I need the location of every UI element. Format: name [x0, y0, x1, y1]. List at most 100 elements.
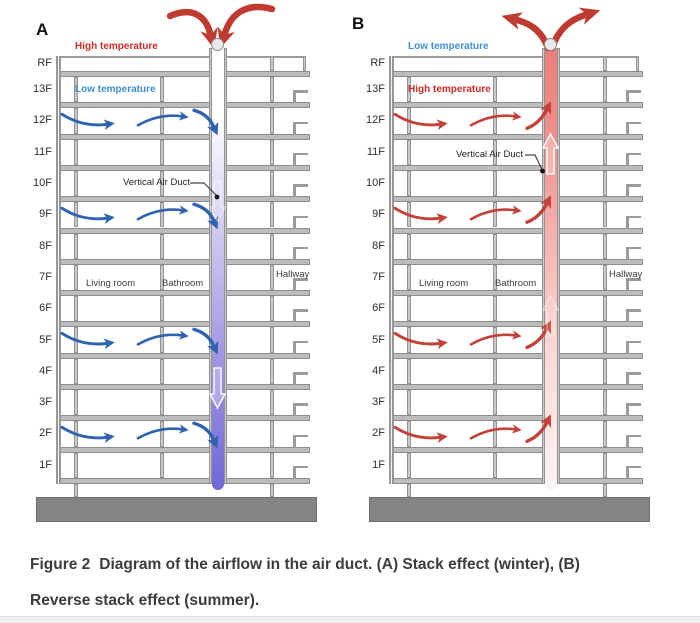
- ground-column: [74, 483, 78, 497]
- column: [270, 390, 274, 416]
- column: [160, 390, 164, 416]
- figure-number: Figure 2: [30, 556, 91, 573]
- caption-line-1: Figure 2 Diagram of the airflow in the ai…: [30, 556, 580, 574]
- floor-label-2f: 2F: [39, 427, 52, 440]
- hallway-railing: [626, 340, 629, 354]
- column: [74, 170, 78, 197]
- hallway-railing-cap: [626, 434, 641, 438]
- vertical-air-duct-label: Vertical Air Duct: [122, 177, 190, 188]
- hallway-railing: [626, 465, 629, 479]
- outdoor-temp-label: High temperature: [75, 41, 158, 52]
- floor-label-6f: 6F: [372, 302, 385, 315]
- column: [160, 77, 164, 103]
- floor-airflow-arrow-bath-5f: [469, 330, 522, 346]
- floor-label-6f: 6F: [39, 302, 52, 315]
- floor-label-5f: 5F: [372, 333, 385, 346]
- floor-label-1f: 1F: [372, 458, 385, 471]
- column: [493, 108, 497, 134]
- hallway-railing: [293, 465, 296, 479]
- column: [74, 452, 78, 478]
- hallway-railing: [626, 372, 629, 385]
- column: [270, 421, 274, 447]
- hallway-railing: [293, 184, 296, 198]
- roof-airflow-arrow-right: [217, 3, 276, 49]
- floor-label-8f: 8F: [39, 239, 52, 252]
- roof-line: [389, 56, 542, 58]
- column: [493, 170, 497, 197]
- hallway-railing-cap: [293, 278, 308, 281]
- caption-text: Diagram of the airflow in the air duct. …: [99, 556, 580, 573]
- living-room-label: Living room: [419, 278, 469, 289]
- hallway-railing: [626, 184, 629, 198]
- vertical-air-duct-label: Vertical Air Duct: [455, 149, 523, 160]
- column: [603, 233, 607, 259]
- hallway-railing-cap: [293, 465, 308, 469]
- column: [493, 358, 497, 384]
- hallway-railing: [626, 278, 629, 292]
- floor-airflow-arrow-living-5f: [393, 331, 448, 350]
- column: [270, 170, 274, 197]
- panel-label: B: [352, 14, 365, 33]
- hallway-railing: [626, 434, 629, 448]
- column: [603, 390, 607, 416]
- column: [493, 77, 497, 103]
- bathroom-label: Bathroom: [162, 278, 204, 289]
- floor-label-10f: 10F: [33, 177, 52, 190]
- hallway-railing-cap: [626, 121, 641, 125]
- column: [493, 452, 497, 478]
- floor-airflow-arrow-bath-5f: [136, 330, 189, 346]
- floor-label-12f: 12F: [366, 114, 385, 127]
- hallway-railing-cap: [293, 340, 308, 344]
- hallway-railing-cap: [293, 403, 308, 406]
- floor-airflow-arrow-living-12f: [393, 112, 448, 131]
- hallway-railing-cap: [293, 246, 308, 250]
- hallway-railing: [626, 121, 629, 135]
- column: [407, 358, 411, 384]
- hallway-railing-cap: [626, 246, 641, 250]
- ground-column: [407, 483, 411, 497]
- floor-airflow-arrow-living-5f: [60, 331, 115, 350]
- roof-parapet: [303, 56, 306, 71]
- hallway-railing-cap: [293, 152, 308, 156]
- indoor-temp-label: High temperature: [408, 84, 491, 95]
- column: [493, 233, 497, 259]
- roof-line: [226, 56, 304, 58]
- floor-label-3f: 3F: [39, 396, 52, 409]
- floor-label-9f: 9F: [372, 208, 385, 221]
- column: [270, 358, 274, 384]
- foundation: [36, 497, 317, 522]
- hallway-railing: [293, 215, 296, 229]
- hallway-railing: [626, 309, 629, 323]
- column: [603, 56, 607, 71]
- hallway-railing-cap: [626, 403, 641, 406]
- hallway-railing-cap: [293, 90, 308, 93]
- floor-airflow-arrow-living-9f: [60, 206, 115, 224]
- hallway-railing-cap: [626, 309, 641, 312]
- column: [160, 296, 164, 322]
- hallway-label: Hallway: [276, 269, 310, 280]
- column: [74, 296, 78, 322]
- airflow-arrows-layer: [60, 3, 276, 449]
- roof-airflow-arrow-left: [166, 8, 218, 49]
- duct-pointer-dot: [540, 168, 545, 174]
- floor-label-2f: 2F: [372, 427, 385, 440]
- panel-a: A High temperature Low temperature RF 13F 12F…: [0, 0, 340, 545]
- hallway-railing: [626, 90, 629, 104]
- column: [270, 56, 274, 71]
- column: [407, 390, 411, 416]
- column: [603, 358, 607, 384]
- floor-label-11f: 11F: [366, 145, 385, 158]
- column: [160, 264, 164, 291]
- floor-label-8f: 8F: [372, 239, 385, 252]
- column: [270, 139, 274, 165]
- duct-wall-left: [542, 48, 545, 484]
- column: [270, 77, 274, 103]
- column: [603, 108, 607, 134]
- column: [493, 390, 497, 416]
- column: [603, 264, 607, 291]
- living-room-label: Living room: [86, 278, 136, 289]
- duct-flow-arrow-icon: [541, 294, 560, 337]
- floor-label-13f: 13F: [33, 83, 52, 96]
- floor-label-12f: 12F: [33, 114, 52, 127]
